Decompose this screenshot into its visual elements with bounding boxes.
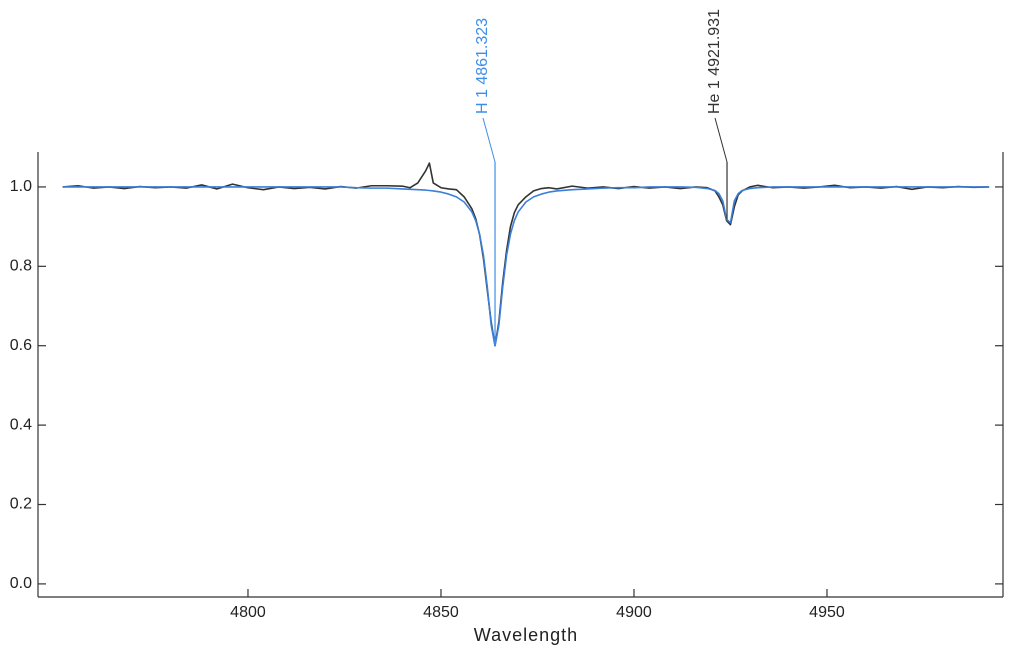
y-tick-label: 0.2 xyxy=(10,496,32,513)
y-tick-label: 0.0 xyxy=(10,575,32,592)
marker-label: H 1 4861.323 xyxy=(474,18,491,114)
x-tick-label: 4950 xyxy=(809,604,845,621)
x-tick-label: 4900 xyxy=(616,604,652,621)
y-tick-label: 1.0 xyxy=(10,178,32,195)
spectrum-line xyxy=(62,162,990,347)
spectrum-line xyxy=(62,186,990,347)
marker-leader xyxy=(482,117,496,163)
y-tick-label: 0.4 xyxy=(10,416,32,433)
x-tick-label: 4850 xyxy=(423,604,459,621)
y-tick-label: 0.6 xyxy=(10,337,32,354)
marker-leader xyxy=(714,117,728,163)
y-tick-label: 0.8 xyxy=(10,258,32,275)
x-tick-label: 4800 xyxy=(230,604,266,621)
x-axis-label: Wavelength xyxy=(474,625,578,645)
marker-label: He 1 4921.931 xyxy=(706,9,723,114)
